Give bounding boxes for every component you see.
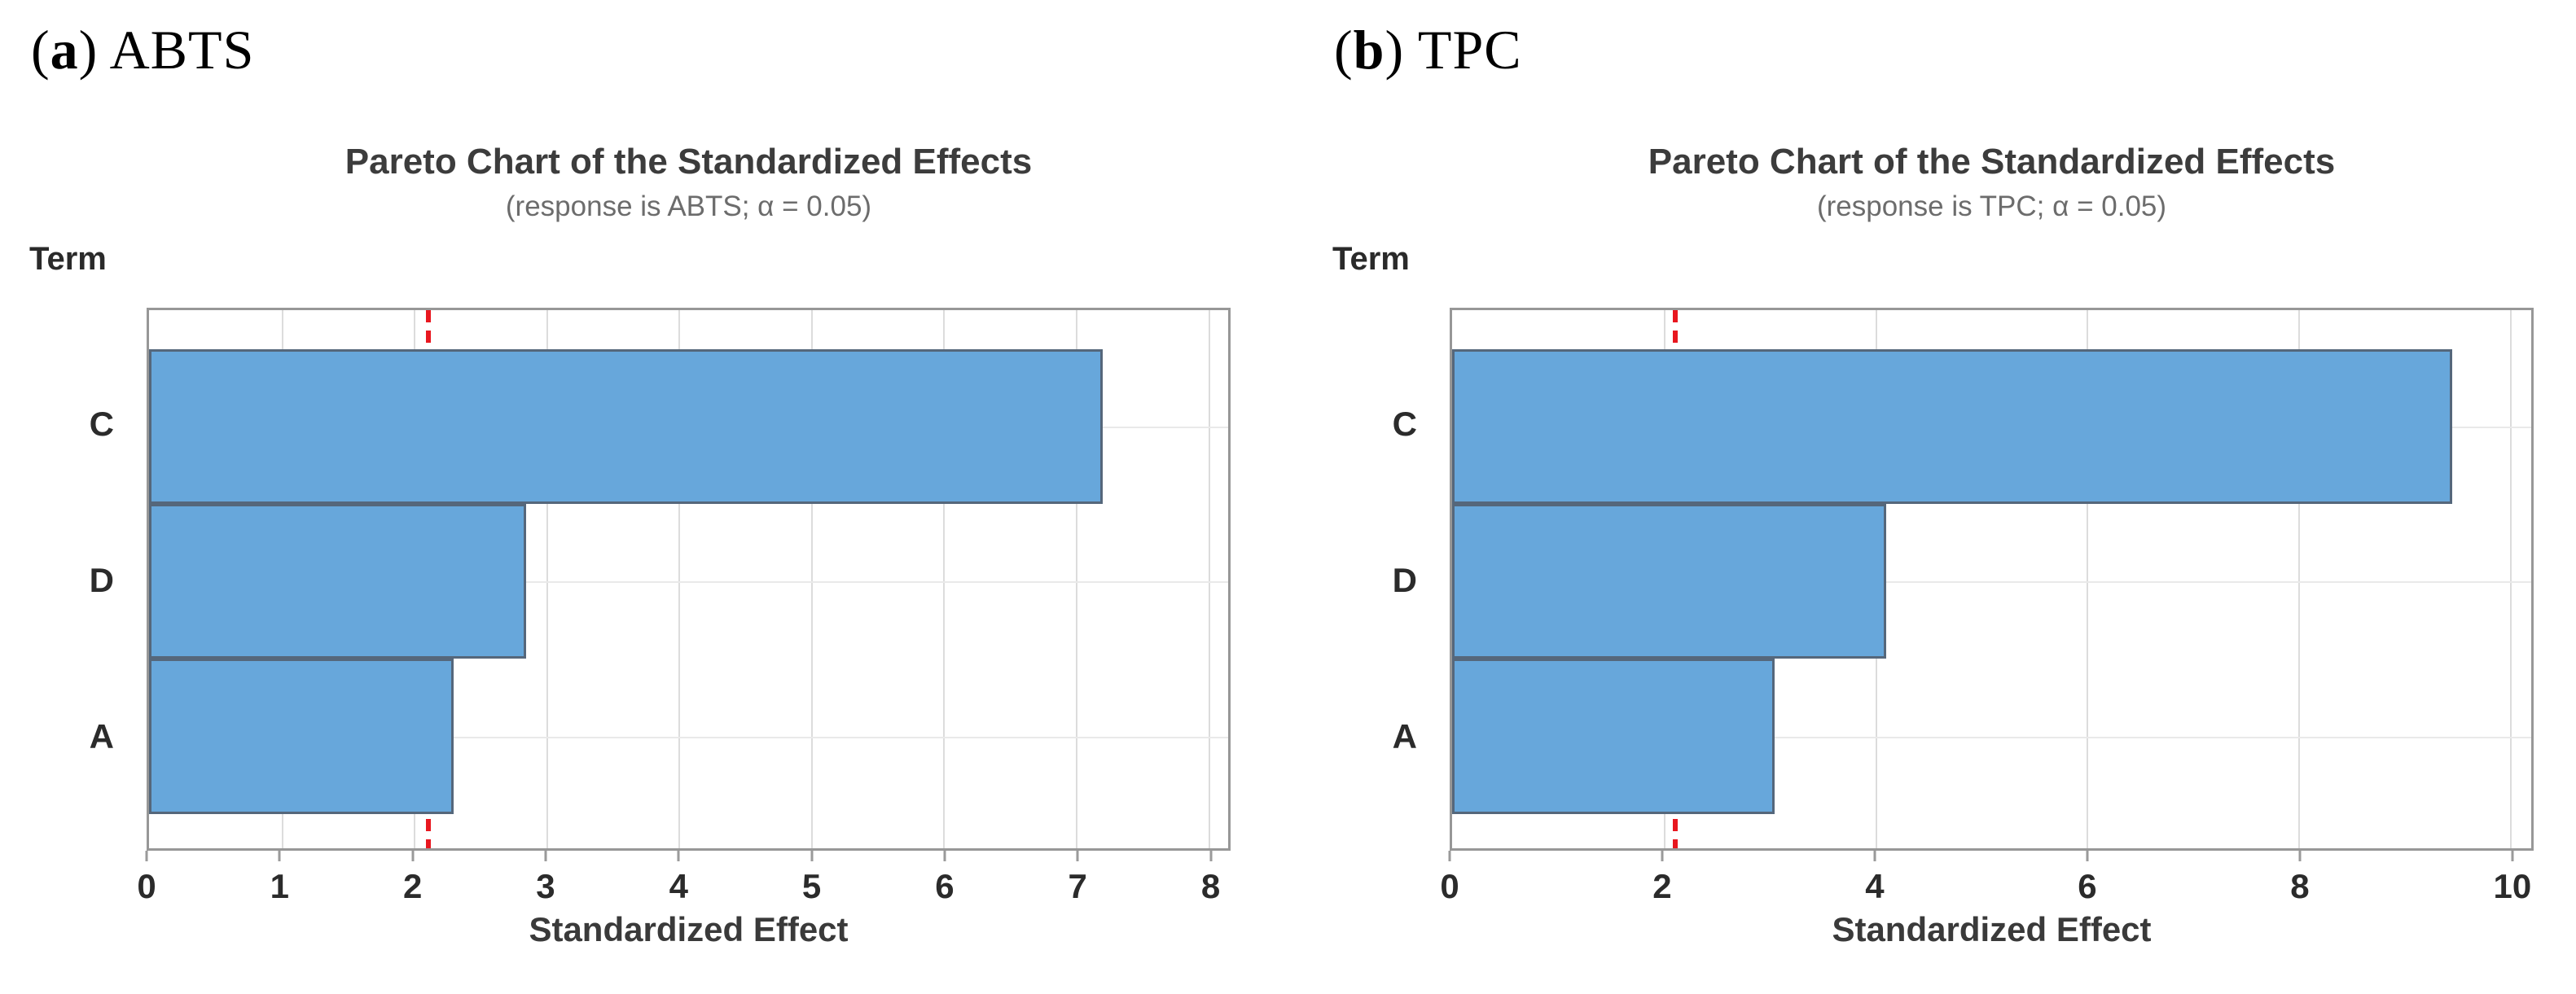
panel-abts: (a) ABTS Pareto Chart of the Standardize… — [0, 18, 1231, 948]
y-axis-title: Term — [29, 241, 107, 277]
gridline-vertical — [943, 310, 946, 848]
x-tick-label: 2 — [402, 867, 423, 905]
x-tick — [677, 851, 680, 861]
panel-label-open: ( — [1334, 19, 1354, 81]
gridline-horizontal — [1452, 736, 2531, 738]
category-label-A: A — [1392, 717, 1417, 756]
x-tick — [1209, 851, 1212, 861]
gridline-vertical — [2510, 310, 2512, 848]
panel-label-letter: a — [50, 19, 79, 81]
gridline-vertical — [678, 310, 681, 848]
gridline-vertical — [2087, 310, 2089, 848]
x-tick — [1076, 851, 1079, 861]
y-axis-title: Term — [1332, 241, 1410, 277]
gridline-vertical — [1076, 310, 1078, 848]
x-axis-title: Standardized Effect — [529, 910, 849, 948]
panel-label-letter: b — [1353, 19, 1385, 81]
bar-A — [1452, 659, 1775, 814]
bar-D — [1452, 503, 1886, 659]
x-tick — [1873, 851, 1876, 861]
x-tick-label: 10 — [2493, 867, 2532, 905]
x-tick-label: 6 — [935, 867, 954, 905]
category-label-C: C — [1392, 405, 1417, 444]
plot-area — [147, 308, 1231, 851]
panel-label-a: (a) ABTS — [31, 18, 254, 82]
bar-A — [149, 659, 454, 814]
panel-label-close: ) — [78, 19, 110, 81]
x-tick-label: 5 — [801, 867, 822, 905]
panel-tpc: (b) TPC Pareto Chart of the Standardized… — [1303, 0, 2576, 994]
x-tick-label: 4 — [1865, 867, 1885, 905]
x-tick-label: 8 — [1200, 867, 1221, 905]
category-label-D: D — [89, 561, 114, 600]
category-label-C: C — [89, 405, 114, 444]
x-tick — [2511, 851, 2514, 861]
x-tick — [2086, 851, 2089, 861]
bar-C — [149, 348, 1103, 504]
x-tick — [2298, 851, 2302, 861]
chart-subtitle: (response is ABTS; α = 0.05) — [505, 190, 872, 222]
x-tick — [544, 851, 547, 861]
gridline-vertical — [2298, 310, 2301, 848]
plot-area — [1450, 308, 2534, 851]
category-label-A: A — [89, 717, 114, 756]
gridline-horizontal — [149, 581, 1228, 584]
category-label-D: D — [1392, 561, 1417, 600]
x-axis-title: Standardized Effect — [1832, 910, 2152, 948]
panel-label-open: ( — [31, 19, 50, 81]
x-tick-label: 1 — [270, 867, 289, 905]
x-tick — [1661, 851, 1664, 861]
x-tick — [278, 851, 281, 861]
x-tick-label: 6 — [2078, 867, 2097, 905]
x-tick — [943, 851, 946, 861]
panel-label-close: ) — [1385, 19, 1418, 81]
gridline-horizontal — [149, 736, 1228, 738]
x-tick-label: 4 — [669, 867, 688, 905]
chart-title: Pareto Chart of the Standardized Effects — [344, 142, 1033, 182]
panel-label-b: (b) TPC — [1334, 18, 1522, 82]
x-tick — [810, 851, 814, 861]
panel-label-name: TPC — [1417, 19, 1522, 81]
x-tick-label: 2 — [1652, 867, 1672, 905]
x-tick-label: 0 — [137, 867, 156, 905]
gridline-horizontal — [1452, 581, 2531, 584]
x-axis: 0 1 2 3 4 5 6 7 8 — [137, 851, 1231, 940]
x-tick — [411, 851, 415, 861]
x-tick-label: 0 — [1440, 867, 1459, 905]
y-axis-labels: C D A — [1303, 308, 1460, 851]
x-tick-label: 8 — [2290, 867, 2310, 905]
gridline-vertical — [810, 310, 813, 848]
bar-D — [149, 503, 527, 659]
chart-title: Pareto Chart of the Standardized Effects — [1648, 142, 2336, 182]
bar-C — [1452, 348, 2452, 504]
x-tick-label: 3 — [536, 867, 555, 905]
panel-label-name: ABTS — [109, 19, 255, 81]
x-tick-label: 7 — [1068, 867, 1087, 905]
x-tick — [1448, 851, 1451, 861]
chart-subtitle: (response is TPC; α = 0.05) — [1816, 190, 2167, 222]
gridline-vertical — [1208, 310, 1210, 848]
x-tick — [145, 851, 148, 861]
gridline-vertical — [546, 310, 548, 848]
x-axis: 0 2 4 6 8 10 — [1440, 851, 2534, 940]
y-axis-labels: C D A — [0, 308, 157, 851]
